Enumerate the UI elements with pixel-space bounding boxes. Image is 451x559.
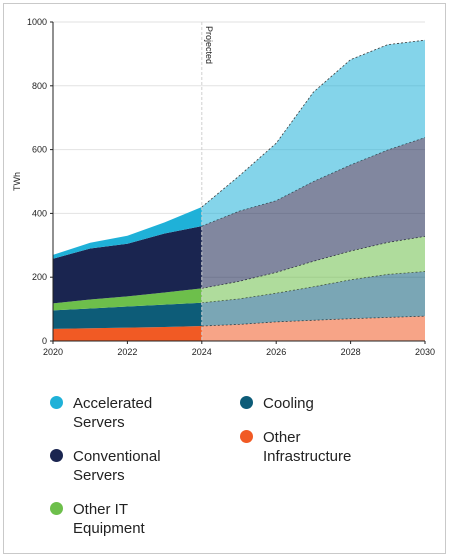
legend-label: Other Infrastructure (263, 429, 352, 465)
y-axis-label: TWh (12, 172, 22, 191)
area-projected-accelerated-servers (201, 40, 425, 227)
y-tick-label: 1000 (27, 17, 47, 27)
legend-item-other-infrastructure: Other Infrastructure (240, 428, 351, 466)
projected-label: Projected (204, 26, 214, 64)
legend-swatch (240, 430, 253, 443)
area-historical-other-it-equipment (53, 288, 202, 311)
area-projected-other-infrastructure (201, 316, 425, 341)
legend-swatch (50, 502, 63, 515)
legend-item-accelerated-servers: Accelerated Servers (50, 394, 152, 432)
area-historical-cooling (53, 302, 202, 329)
legend-label: Accelerated Servers (73, 395, 153, 431)
x-tick-label: 2020 (43, 347, 63, 355)
x-tick-label: 2030 (415, 347, 435, 355)
legend-swatch (50, 449, 63, 462)
area-projected-conventional-servers (201, 137, 425, 289)
y-tick-label: 0 (42, 336, 47, 346)
projected-boundary-accelerated-servers (201, 39, 426, 208)
y-tick-label: 800 (32, 81, 47, 91)
legend-item-conventional-servers: Conventional Servers (50, 447, 161, 485)
y-tick-label: 200 (32, 272, 47, 282)
area-historical-accelerated-servers (53, 207, 202, 259)
legend-item-cooling: Cooling (240, 394, 314, 413)
area-projected-cooling (201, 271, 425, 327)
stacked-area-chart: Projected 0 200 400 600 800 1000 2020 2022 2024 20… (12, 17, 435, 355)
x-tick-label: 2022 (117, 347, 137, 355)
legend-label: Cooling (263, 395, 314, 412)
legend-swatch (240, 396, 253, 409)
y-tick-label: 600 (32, 145, 47, 155)
x-tick-label: 2024 (192, 347, 212, 355)
y-tick-label: 400 (32, 208, 47, 218)
area-historical-conventional-servers (53, 226, 202, 304)
legend-swatch (50, 396, 63, 409)
legend-item-other-it-equipment: Other IT Equipment (50, 500, 145, 538)
legend-label: Conventional Servers (73, 448, 161, 484)
x-tick-label: 2026 (266, 347, 286, 355)
x-tick-label: 2028 (341, 347, 361, 355)
area-historical-other-infrastructure (53, 326, 202, 341)
legend-label: Other IT Equipment (73, 501, 145, 537)
area-projected-other-it-equipment (201, 236, 425, 303)
chart-frame: Projected 0 200 400 600 800 1000 2020 2022 2024 20… (3, 3, 446, 554)
